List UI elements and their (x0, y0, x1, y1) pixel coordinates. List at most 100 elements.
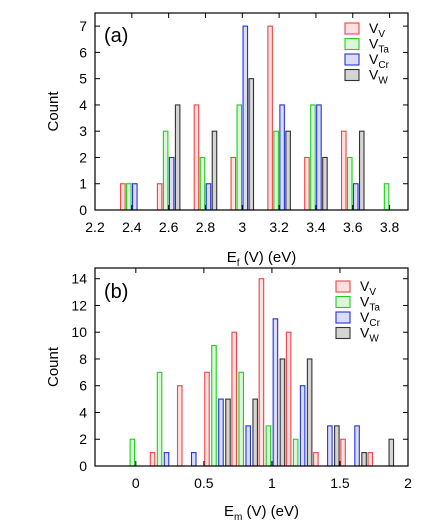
panel-b-bar-vcr-3 (218, 398, 224, 467)
panel-b-bar-vv-7 (313, 452, 319, 467)
panel-a-bar-vcr-6 (352, 183, 359, 211)
panel-a-xlabel: Ef (V) (eV) (227, 249, 296, 269)
panel-b-xlabel: Em (V) (eV) (224, 503, 299, 523)
panel-b-bar-vcr-4 (245, 425, 251, 467)
panel-a-xtick-label: 2.4 (122, 219, 142, 235)
panel-a-ytick-label: 6 (79, 44, 87, 60)
panel-a-ytick-label: 4 (79, 97, 87, 113)
panel-b-xtick-label: 0 (132, 475, 140, 491)
panel-a-xtick-label: 3 (238, 219, 246, 235)
panel-b-ytick-label: 6 (79, 378, 87, 394)
panel-a-bar-vw-6 (358, 130, 365, 211)
panel-b-bar-vv-9 (367, 452, 374, 467)
panel-b-bar-vw-5 (279, 358, 286, 467)
panel-a-ytick-label: 0 (79, 202, 87, 218)
panel-b-bar-vcr-5 (272, 318, 279, 467)
panel-b-bar-vw-4 (252, 398, 258, 467)
panel-a-xtick-label: 2.8 (196, 219, 216, 235)
panel-a-bar-vta-3 (236, 104, 243, 211)
panel-a-ytick-label: 5 (79, 71, 87, 87)
panel-b-axes-frame (94, 267, 409, 467)
panel-a-bar-vta-1 (162, 130, 169, 211)
panel-b-bar-vcr-7 (327, 425, 333, 467)
panel-b-bar-vta-1 (156, 371, 163, 467)
panel-a-bar-vcr-2 (205, 183, 212, 211)
panel-b-ytick-label: 12 (71, 297, 87, 313)
panel-b-bar-vw-9 (388, 438, 395, 467)
panel-a-ytick-label: 1 (79, 176, 87, 192)
panel-b-bar-vta-6 (292, 438, 299, 467)
panel-a-xtick-label: 3.4 (306, 219, 326, 235)
panel-b-ytick-label: 4 (79, 404, 87, 420)
panel-b-xtick-label: 0.5 (194, 475, 214, 491)
panel-a-bar-vta-5 (310, 104, 316, 211)
panel-b-bar-vv-6 (285, 331, 292, 467)
panel-b-bar-vcr-1 (163, 452, 170, 467)
panel-b-bar-vw-3 (225, 398, 231, 467)
panel-a-bar-vcr-3 (242, 25, 249, 211)
panel-a-bar-vw-3 (248, 78, 255, 211)
panel-a-bar-vta-7 (383, 183, 390, 211)
panel-b-bar-vv-8 (340, 438, 346, 467)
panel-b-legend-label-3: VW (360, 325, 379, 345)
panel-b-legend-swatch-2 (335, 311, 351, 324)
panel-a-bar-vw-2 (211, 130, 218, 211)
panel-a-legend-swatch-2 (344, 53, 360, 66)
panel-a-bar-vta-4 (273, 130, 279, 211)
panel-a-ytick-label: 3 (79, 123, 87, 139)
panel-b-bar-vv-1 (149, 452, 156, 467)
panel-a-legend-label-1: VTa (369, 36, 389, 56)
panel-b-bar-vw-8 (361, 452, 367, 467)
panel-b-legend-label-2: VCr (360, 309, 381, 329)
panel-b-legend-swatch-1 (335, 295, 351, 309)
panel-a-legend-label-3: VW (369, 67, 388, 87)
panel-b-ytick-label: 8 (79, 351, 87, 367)
panel-a-legend-swatch-1 (344, 37, 360, 51)
panel-a-legend-swatch-0 (344, 22, 360, 35)
panel-b-label: (b) (104, 281, 128, 303)
panel-a-legend-swatch-3 (344, 68, 360, 82)
panel-a-xtick-label: 3.8 (380, 219, 400, 235)
panel-a-bar-vta-0 (126, 183, 132, 211)
panel-a-bar-vcr-0 (132, 183, 138, 211)
panel-b-legend-swatch-3 (335, 326, 351, 340)
panel-a-bar-vcr-5 (316, 104, 322, 211)
panel-b-legend-label-0: VV (360, 278, 376, 298)
panel-a-bar-vv-0 (120, 183, 126, 211)
panel-a-bar-vw-4 (285, 130, 291, 211)
panel-a-xtick-label: 2.6 (159, 219, 179, 235)
panel-a-label: (a) (104, 25, 128, 47)
panel-a-bar-vta-2 (199, 156, 206, 211)
panel-b-bar-vv-3 (204, 371, 210, 467)
panel-b-legend-swatch-0 (335, 280, 351, 293)
panel-a-bar-vv-4 (267, 25, 273, 211)
panel-a-xtick-label: 3.6 (343, 219, 363, 235)
panel-a-bar-vw-1 (174, 104, 181, 211)
panel-b-bar-vv-2 (176, 385, 183, 467)
panel-b-xtick-label: 1.5 (330, 475, 350, 491)
panel-b-ytick-label: 0 (79, 458, 87, 474)
panel-b-xtick-label: 1 (268, 475, 276, 491)
panel-b-ylabel: Count (45, 346, 62, 387)
panel-a-axes-frame (94, 12, 409, 211)
panel-b-bar-vta-0 (129, 438, 136, 467)
panel-a-xtick-label: 3.2 (269, 219, 289, 235)
panel-b-legend-label-1: VTa (360, 294, 380, 314)
panel-a-bar-vv-6 (340, 130, 347, 211)
panel-a-bar-vta-6 (346, 156, 353, 211)
panel-a-bar-vw-5 (322, 156, 328, 211)
panel-a-bar-vv-3 (230, 156, 237, 211)
panel-b-bar-vv-4 (231, 331, 237, 467)
panel-a-legend-label-2: VCr (369, 51, 390, 71)
panel-a-ylabel: Count (45, 91, 62, 132)
panel-b-bar-vv-5 (258, 278, 265, 467)
panel-a-xtick-label: 2.2 (85, 219, 105, 235)
panel-b-bar-vcr-8 (354, 425, 360, 467)
panel-b-bar-vw-6 (306, 358, 313, 467)
panel-a-ytick-label: 7 (79, 18, 87, 34)
panel-a-bar-vv-5 (304, 156, 310, 211)
panel-a-bar-vcr-4 (279, 104, 285, 211)
panel-a-bar-vv-1 (156, 183, 163, 211)
panel-b-ytick-label: 2 (79, 431, 87, 447)
